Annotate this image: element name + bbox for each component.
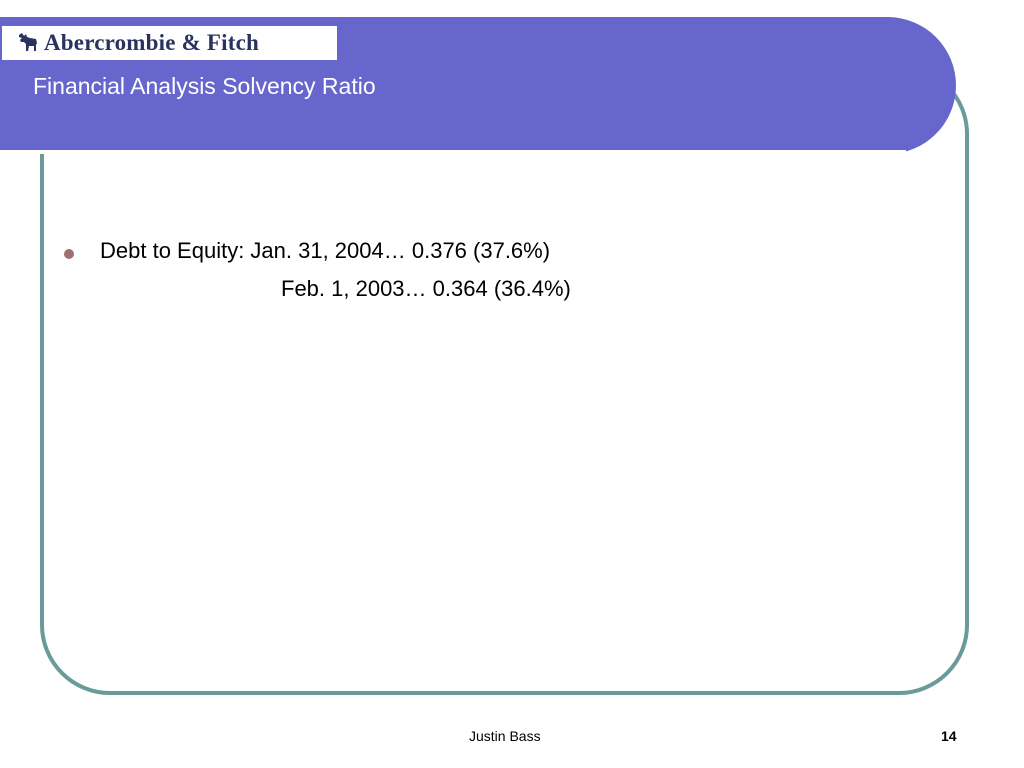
brand-logo: Abercrombie & Fitch xyxy=(2,26,337,60)
footer-author: Justin Bass xyxy=(469,728,541,744)
slide-title: Financial Analysis Solvency Ratio xyxy=(33,73,376,99)
content-frame xyxy=(40,64,969,695)
bullet-dot-icon xyxy=(64,249,74,259)
page-number: 14 xyxy=(941,728,957,744)
header-divider xyxy=(0,150,906,154)
brand-logo-text: Abercrombie & Fitch xyxy=(44,30,260,55)
bullet-text-line-1: Debt to Equity: Jan. 31, 2004… 0.376 (37… xyxy=(100,238,551,263)
moose-icon xyxy=(19,33,37,51)
bullet-text-line-2: Feb. 1, 2003… 0.364 (36.4%) xyxy=(281,276,571,301)
